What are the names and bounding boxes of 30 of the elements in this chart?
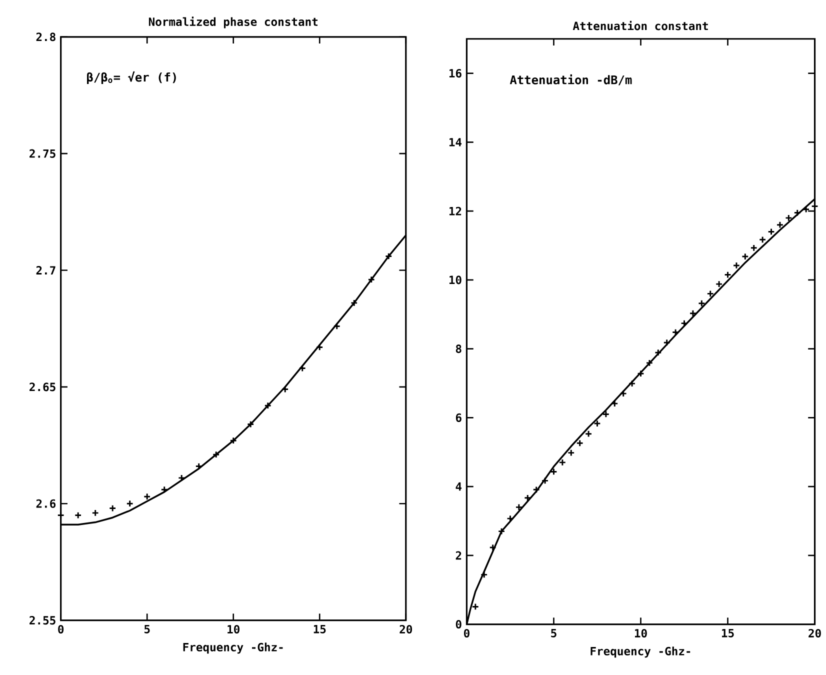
x-axis-title: Frequency -Ghz- [183, 642, 283, 654]
x-tick-label: 5 [551, 628, 556, 638]
chart-title: Attenuation constant [572, 20, 708, 30]
chart-title: Normalized phase constant [148, 16, 318, 28]
y-tick-label: 8 [456, 344, 462, 354]
x-tick-label: 10 [634, 628, 647, 638]
y-tick-label: 10 [449, 276, 462, 284]
x-tick-label: 20 [808, 628, 821, 638]
annotation: β/β$_{o}$= √er (f) [87, 71, 176, 84]
x-tick-label: 15 [314, 624, 326, 634]
annotation: Attenuation -dB/m [510, 74, 632, 86]
x-tick-label: 10 [228, 624, 240, 634]
y-tick-label: 12 [449, 206, 462, 216]
x-tick-label: 0 [58, 624, 64, 634]
y-tick-label: 2.8 [36, 32, 56, 42]
y-tick-label: 2.75 [30, 149, 56, 158]
y-tick-label: 16 [449, 68, 462, 78]
x-tick-label: 20 [400, 624, 412, 634]
y-tick-label: 2.65 [30, 382, 56, 392]
y-tick-label: 4 [456, 482, 462, 491]
y-tick-label: 2.7 [36, 266, 56, 274]
x-tick-label: 5 [144, 624, 150, 634]
x-tick-label: 15 [722, 628, 734, 638]
y-tick-label: 2.55 [30, 616, 56, 625]
y-tick-label: 2 [456, 551, 462, 560]
y-tick-label: 2.6 [36, 499, 56, 508]
x-tick-label: 0 [464, 628, 470, 638]
y-tick-label: 6 [456, 413, 462, 422]
x-axis-title: Frequency -Ghz- [590, 646, 690, 658]
y-tick-label: 14 [449, 138, 462, 146]
